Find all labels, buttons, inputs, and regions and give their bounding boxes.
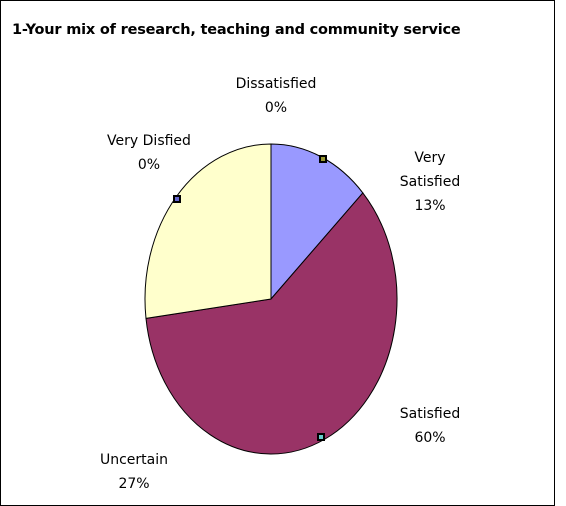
slice-label-uncertain: Uncertain 27% <box>100 448 168 496</box>
slice-label-uncertain-name-line: Uncertain <box>99 452 169 468</box>
slice-label-dissatisfied-percent: 0% <box>264 100 288 116</box>
slice-label-very-satisfied: Very Satisfied 13% <box>400 146 460 218</box>
selection-handle-3-center <box>319 435 323 439</box>
slice-label-very-disfied-percent: 0% <box>137 157 161 173</box>
slice-label-very-disfied-name-line: Very Disfied <box>107 133 191 149</box>
slice-label-dissatisfied-name-line: Dissatisfied <box>235 76 317 92</box>
slice-label-dissatisfied: Dissatisfied 0% <box>236 72 317 120</box>
slice-label-satisfied: Satisfied 60% <box>400 402 460 450</box>
slice-label-very-satisfied-percent: 13% <box>414 198 446 214</box>
slice-label-uncertain-percent: 27% <box>118 476 150 492</box>
slice-label-very-satisfied-name-line: Very <box>414 150 446 166</box>
slice-label-very-disfied: Very Disfied 0% <box>107 129 191 177</box>
slice-label-satisfied-percent: 60% <box>414 430 446 446</box>
chart-title: 1-Your mix of research, teaching and com… <box>12 22 461 38</box>
slice-label-very-satisfied-name-line: Satisfied <box>399 174 461 190</box>
selection-handle-2-center <box>175 197 179 201</box>
slice-label-satisfied-name-line: Satisfied <box>399 406 461 422</box>
selection-handle-1-center <box>321 157 325 161</box>
pie[interactable] <box>144 143 398 455</box>
